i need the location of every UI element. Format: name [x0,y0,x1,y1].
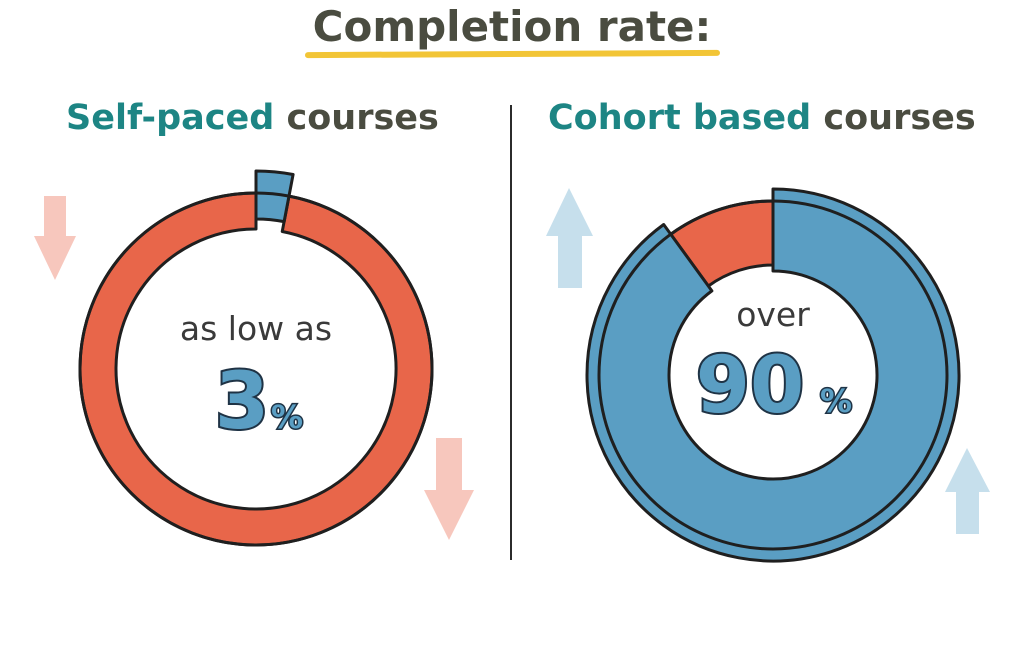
self-paced-title-accent: Self-paced [66,98,275,138]
self-paced-pre-label: as low as [180,309,332,348]
cohort-donut [585,187,961,563]
cohort-pre-label: over [736,295,810,334]
cohort-title: Cohort based courses [548,98,976,138]
down-arrow-icon [34,196,76,280]
cohort-value: 90 [696,341,805,431]
panel-divider [510,105,512,560]
self-paced-outline [78,191,434,547]
self-paced-slice-completed [254,169,295,224]
cohort-unit: % [820,382,852,420]
down-arrow-icon [424,438,474,540]
self-paced-title: Self-paced courses [66,98,439,138]
cohort-title-accent: Cohort based [548,98,812,138]
chart-title: Completion rate: [0,0,1024,60]
self-paced-unit: % [271,398,303,436]
up-arrow-icon [546,188,593,288]
up-arrow-icon [945,448,990,534]
cohort-slice-completed [585,187,961,563]
self-paced-donut [78,169,434,547]
self-paced-title-rest: courses [286,98,439,138]
self-paced-value: 3 [215,357,269,447]
cohort-outline [597,199,949,551]
cohort-title-rest: courses [823,98,976,138]
title-text: Completion rate: [312,2,712,51]
